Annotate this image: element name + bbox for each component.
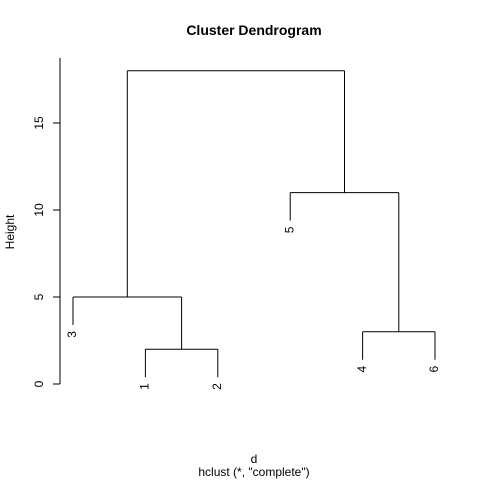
- leaf-label: 3: [65, 331, 79, 338]
- leaf-labels: 3 1 2 5 4 6: [65, 226, 441, 390]
- method-subtitle: hclust (*, "complete"): [198, 465, 309, 479]
- leaf-label: 4: [355, 365, 369, 372]
- dendrogram-tree: [72, 70, 436, 378]
- y-axis-label: Height: [3, 214, 17, 249]
- leaf-label: 2: [210, 383, 224, 390]
- y-tick-label: 0: [32, 380, 46, 387]
- leaf-label: 1: [138, 383, 152, 390]
- y-tick-label: 5: [32, 293, 46, 300]
- leaf-label: 5: [282, 226, 296, 233]
- y-tick-label: 15: [32, 116, 46, 130]
- y-tick-label: 10: [32, 203, 46, 217]
- chart-title: Cluster Dendrogram: [186, 22, 321, 38]
- x-axis-label: d: [251, 452, 258, 466]
- y-axis: 0 5 10 15: [32, 58, 61, 387]
- leaf-label: 6: [427, 365, 441, 372]
